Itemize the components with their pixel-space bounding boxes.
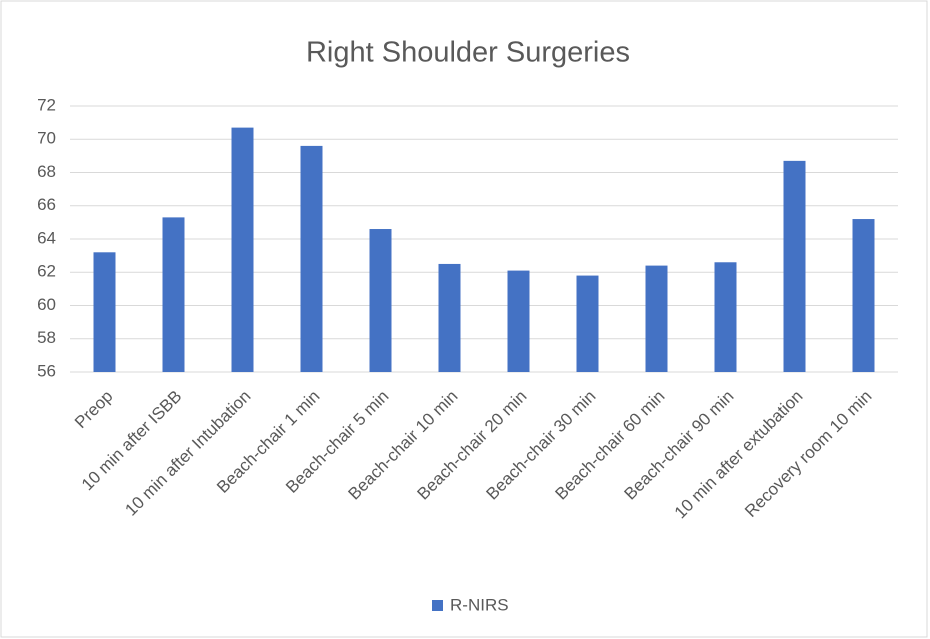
y-tick-label: 72 bbox=[37, 95, 56, 114]
y-tick-label: 60 bbox=[37, 295, 56, 314]
bar bbox=[645, 265, 668, 372]
bar bbox=[231, 127, 254, 372]
y-tick-label: 56 bbox=[37, 361, 56, 380]
bar bbox=[162, 217, 185, 372]
bar bbox=[852, 219, 875, 372]
bar bbox=[507, 270, 530, 372]
y-tick-label: 70 bbox=[37, 129, 56, 148]
y-tick-label: 64 bbox=[37, 228, 56, 247]
y-tick-label: 68 bbox=[37, 162, 56, 181]
bar bbox=[576, 275, 599, 372]
y-tick-label: 58 bbox=[37, 328, 56, 347]
y-tick-label: 62 bbox=[37, 262, 56, 281]
bar bbox=[714, 262, 737, 372]
bar bbox=[300, 145, 323, 372]
legend-label: R-NIRS bbox=[450, 595, 509, 614]
chart-title: Right Shoulder Surgeries bbox=[306, 37, 630, 69]
bar bbox=[783, 160, 806, 372]
legend-swatch bbox=[432, 600, 443, 611]
bar bbox=[438, 263, 461, 372]
y-tick-label: 66 bbox=[37, 195, 56, 214]
bar bbox=[369, 229, 392, 372]
bar bbox=[93, 252, 116, 372]
